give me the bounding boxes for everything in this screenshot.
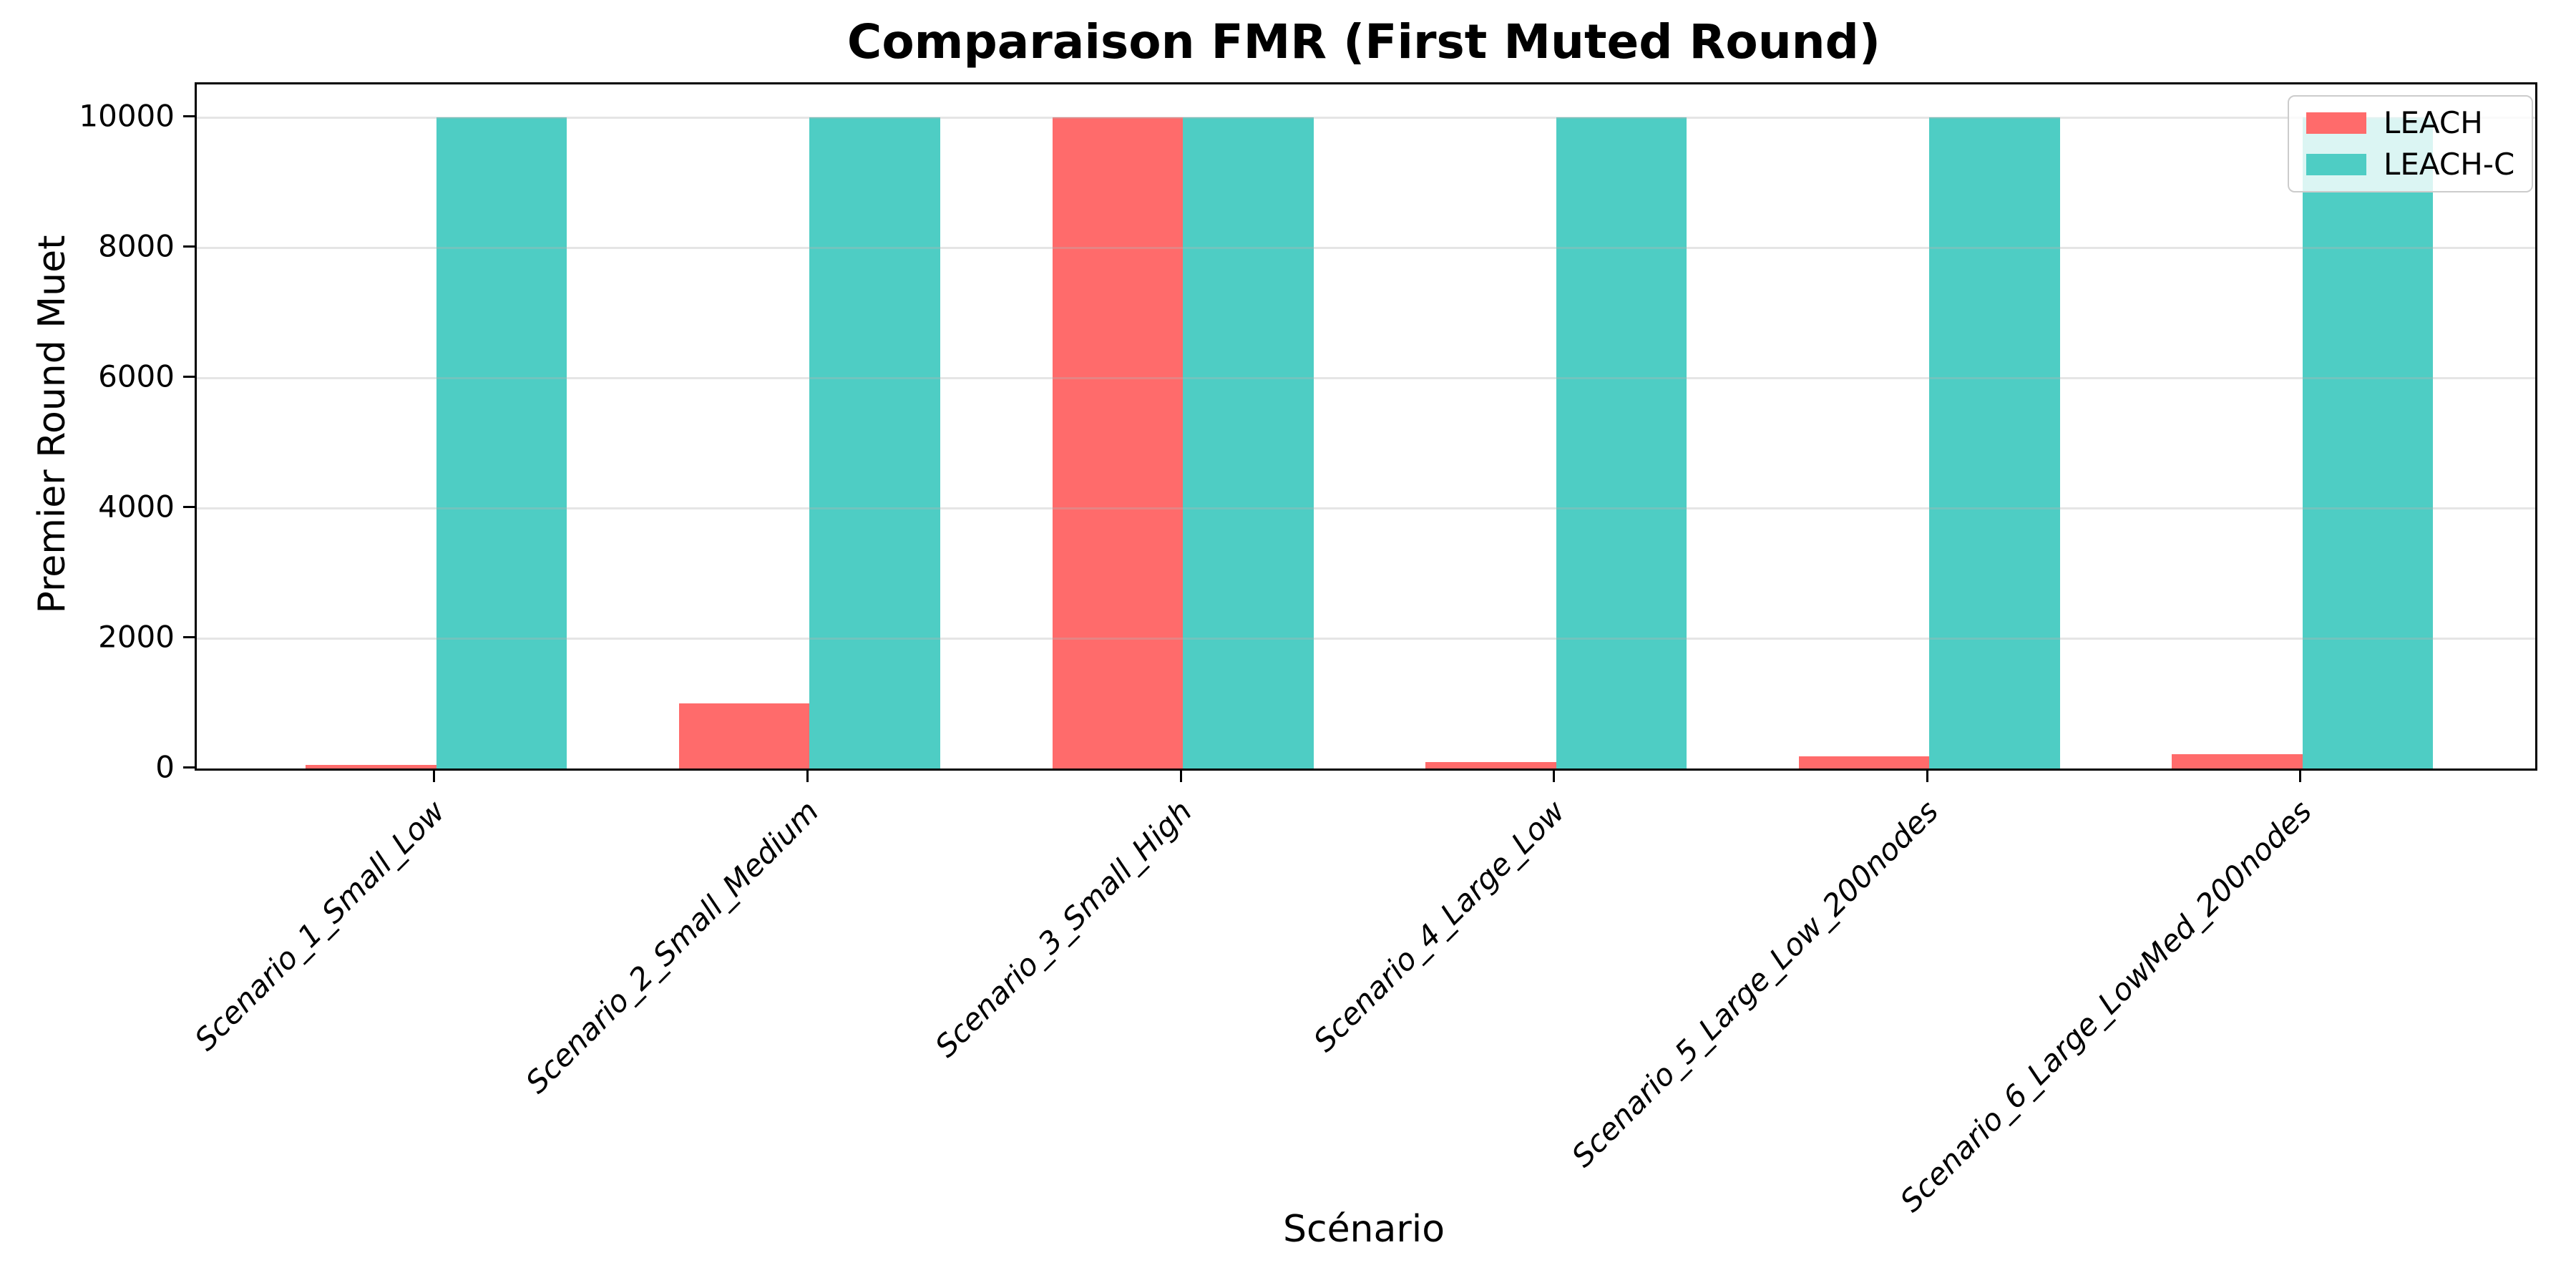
chart-title: Comparaison FMR (First Muted Round)	[847, 14, 1881, 69]
gridline-y-6000	[197, 376, 2535, 379]
gridline-y-2000	[197, 637, 2535, 640]
x-tick-mark-2	[806, 771, 809, 782]
bar-leach-1	[306, 765, 436, 769]
y-tick-label-8000: 8000	[98, 228, 175, 264]
bar-leach-c-6	[2302, 117, 2434, 769]
gridline-y-4000	[197, 507, 2535, 509]
gridline-y-10000	[197, 116, 2535, 119]
x-tick-label-5: Scenario_5_Large_Low_200nodes	[1564, 794, 1945, 1174]
legend-swatch-leach-c	[2306, 154, 2366, 175]
y-tick-mark-8000	[183, 245, 195, 248]
bar-leach-c-1	[436, 117, 567, 769]
y-tick-mark-4000	[183, 505, 195, 508]
legend-label-leach-c: LEACH-C	[2384, 147, 2515, 182]
bar-leach-c-5	[1929, 117, 2060, 769]
legend-item-leach-c: LEACH-C	[2306, 150, 2514, 180]
bar-leach-c-2	[809, 117, 940, 769]
x-axis-label: Scénario	[1282, 1208, 1445, 1251]
x-tick-mark-5	[1926, 771, 1928, 782]
bar-leach-c-3	[1183, 117, 1314, 769]
y-tick-mark-2000	[183, 635, 195, 638]
x-tick-mark-6	[2299, 771, 2302, 782]
y-tick-mark-0	[183, 766, 195, 769]
bar-leach-2	[678, 703, 810, 769]
y-tick-mark-6000	[183, 375, 195, 378]
x-tick-mark-1	[433, 771, 436, 782]
x-tick-label-1: Scenario_1_Small_Low	[187, 794, 452, 1058]
gridline-y-8000	[197, 246, 2535, 249]
x-tick-mark-3	[1179, 771, 1182, 782]
bar-leach-3	[1052, 117, 1184, 769]
legend-item-leach: LEACH	[2306, 108, 2514, 138]
legend: LEACH LEACH-C	[2288, 95, 2534, 192]
y-tick-label-2000: 2000	[98, 619, 175, 655]
legend-swatch-leach	[2306, 112, 2366, 134]
x-tick-mark-4	[1553, 771, 1556, 782]
y-tick-label-10000: 10000	[79, 98, 175, 134]
bar-leach-6	[2172, 753, 2303, 769]
x-tick-label-2: Scenario_2_Small_Medium	[518, 794, 826, 1101]
x-tick-label-4: Scenario_4_Large_Low	[1307, 794, 1572, 1059]
y-tick-label-0: 0	[155, 749, 175, 785]
y-tick-mark-10000	[183, 114, 195, 117]
bar-leach-5	[1798, 756, 1930, 769]
x-tick-label-3: Scenario_3_Small_High	[927, 794, 1199, 1064]
legend-label-leach: LEACH	[2384, 105, 2483, 140]
y-tick-label-6000: 6000	[98, 358, 175, 394]
x-tick-label-6: Scenario_6_Large_LowMed_200nodes	[1893, 794, 2318, 1219]
bar-leach-4	[1425, 761, 1556, 769]
bar-leach-c-4	[1556, 117, 1687, 769]
y-tick-label-4000: 4000	[98, 489, 175, 525]
y-axis-label: Premier Round Muet	[31, 235, 74, 614]
plot-area	[195, 82, 2537, 771]
